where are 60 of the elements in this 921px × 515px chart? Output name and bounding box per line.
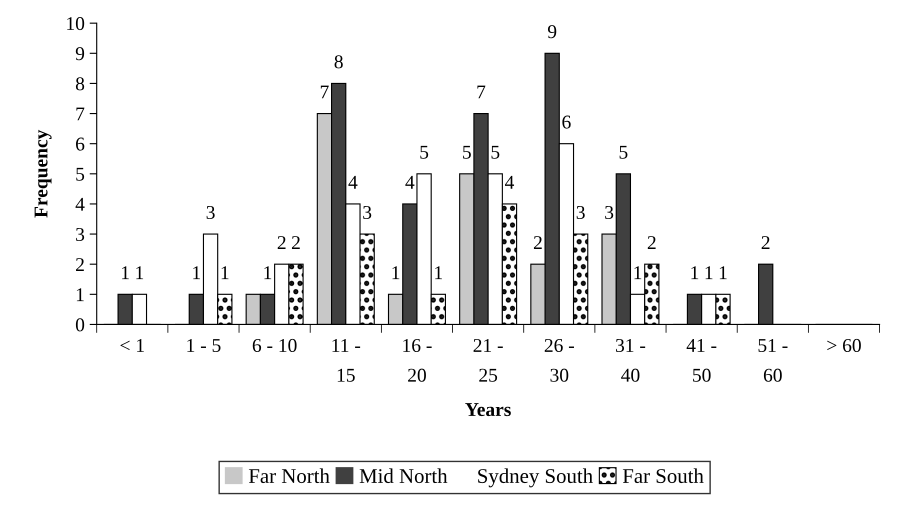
data-label: 1 [193, 266, 200, 280]
x-tick-label: 31 - 40 [616, 338, 646, 382]
y-tick-label: 9 [76, 47, 84, 60]
data-label: 4 [348, 176, 358, 189]
x-tick-label: 11 - 15 [332, 338, 360, 382]
x-tick-label: 1 - 5 [187, 338, 221, 352]
data-label: 5 [463, 146, 471, 159]
data-label: 1 [691, 266, 698, 280]
y-tick-label: 6 [76, 138, 84, 151]
data-label: 2 [534, 236, 542, 249]
legend-label: Mid North [360, 468, 448, 484]
y-axis-title: Frequency [34, 130, 52, 218]
x-tick-label: 21 - 25 [474, 338, 503, 382]
data-label: 1 [392, 266, 400, 280]
x-tick-label: > 60 [827, 338, 861, 352]
data-label: 9 [548, 25, 556, 38]
data-label: 1 [435, 266, 442, 280]
y-tick-label: 5 [76, 168, 84, 181]
y-tick-label: 7 [76, 108, 84, 120]
data-label: 3 [206, 206, 215, 220]
data-label: 1 [264, 266, 272, 280]
data-label: 7 [477, 86, 486, 98]
data-label: 4 [405, 176, 414, 189]
x-axis-title: Years [465, 403, 511, 416]
y-tick-label: 1 [76, 288, 84, 302]
y-tick-label: 2 [76, 258, 84, 271]
data-label: 3 [605, 206, 614, 220]
data-label: 1 [122, 266, 129, 280]
legend-label: Far North [248, 468, 330, 484]
data-label: 5 [420, 146, 428, 159]
y-tick-label: 0 [76, 318, 84, 332]
x-tick-label: < 1 [120, 338, 144, 352]
data-label: 3 [363, 206, 372, 220]
text: Sydney South [478, 468, 593, 488]
data-label: 1 [634, 266, 642, 280]
x-tick-label: 26 - 30 [544, 338, 574, 382]
y-tick-label: 8 [76, 77, 84, 90]
data-label: 4 [505, 176, 514, 189]
x-tick-label: 51 - 60 [758, 338, 788, 382]
y-tick-label: 3 [76, 228, 84, 242]
legend-label: Far South [622, 468, 704, 484]
data-label: 3 [576, 206, 585, 220]
data-label: 6 [562, 116, 571, 129]
x-tick-label: 41 - 50 [686, 338, 716, 382]
x-tick-label: 6 - 10 [252, 338, 297, 352]
data-label: 2 [278, 236, 286, 249]
data-label: 2 [762, 236, 770, 249]
data-label: 7 [320, 86, 329, 98]
data-label: 1 [222, 266, 228, 280]
data-label: 5 [620, 146, 628, 159]
data-label: 8 [334, 55, 343, 68]
data-label: 2 [292, 236, 300, 249]
x-tick-label: 16 - 20 [403, 338, 432, 382]
data-label: 1 [706, 266, 712, 280]
data-label: 1 [136, 266, 144, 280]
data-label: 2 [648, 236, 656, 249]
data-label: 1 [720, 266, 727, 280]
y-tick-label: 4 [76, 198, 85, 211]
data-label: 5 [492, 146, 500, 159]
y-tick-label: 10 [67, 16, 84, 30]
